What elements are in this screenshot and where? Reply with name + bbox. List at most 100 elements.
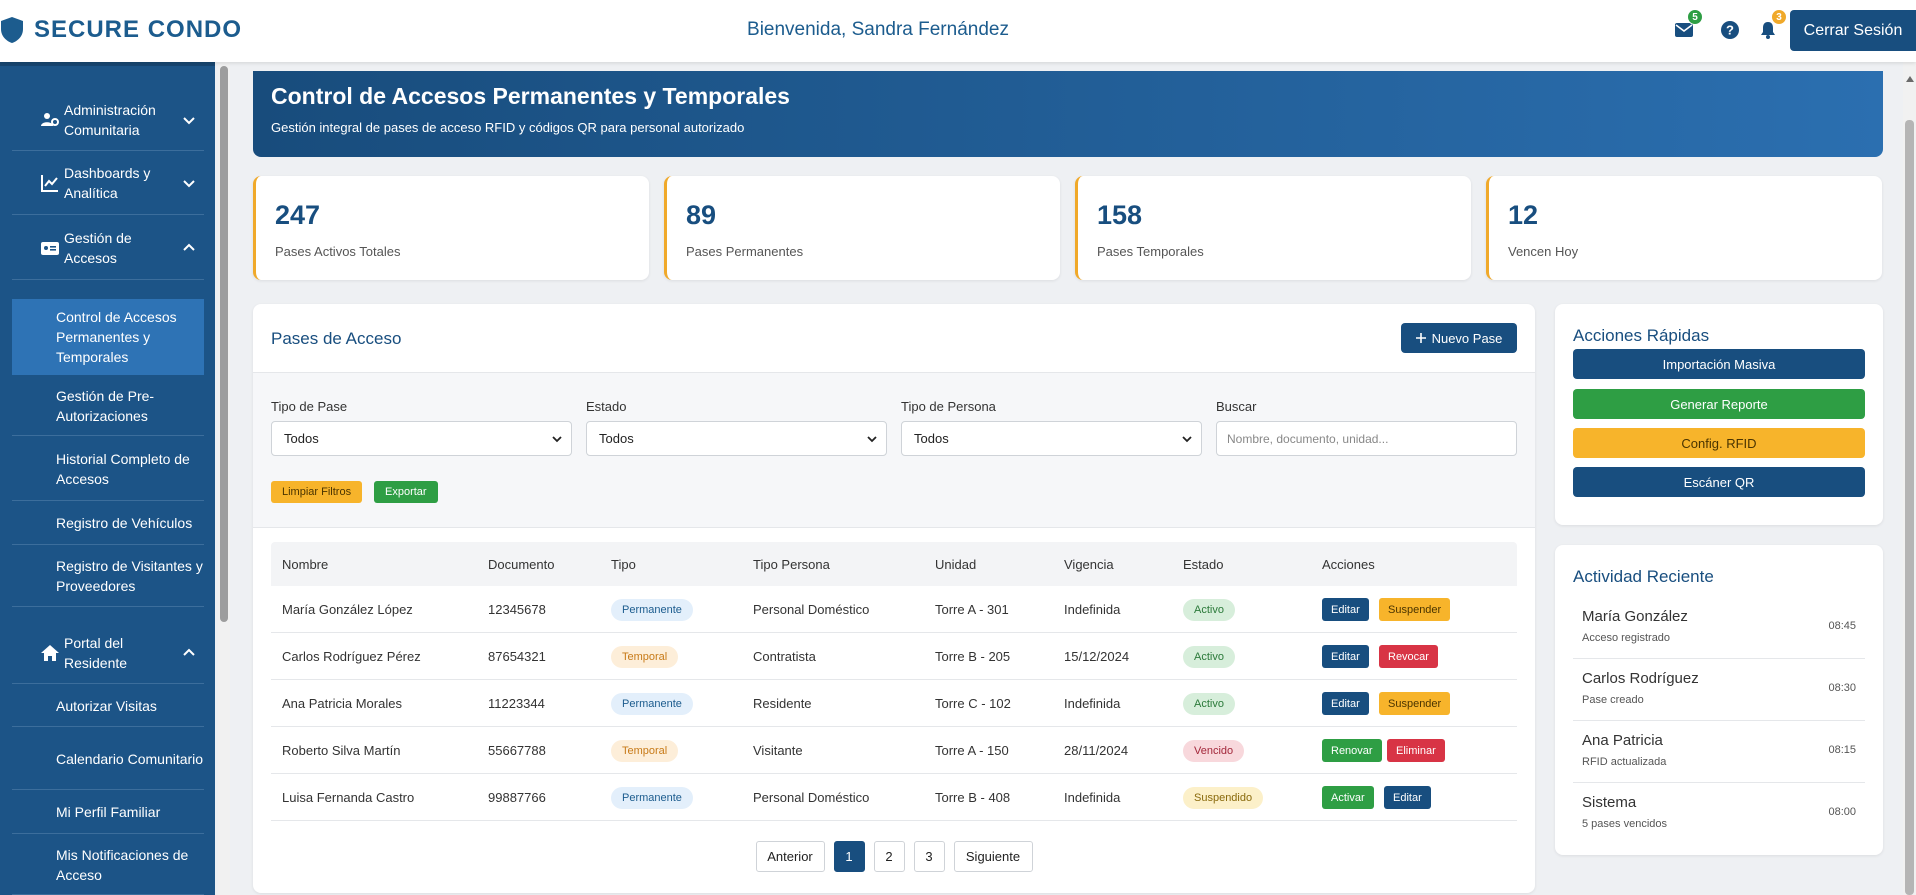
- messages-button[interactable]: 5: [1673, 9, 1703, 41]
- sidebar-scrollbar-thumb[interactable]: [220, 66, 228, 622]
- sidebar-subitem-label: Mis Notificaciones de Acceso: [56, 846, 189, 883]
- activate-button[interactable]: Activar: [1322, 786, 1374, 809]
- sidebar-subitem-calendario[interactable]: Calendario Comunitario: [12, 728, 204, 790]
- table-row: María González López 12345678 Permanente…: [271, 586, 1517, 633]
- stat-card-active-total: 247 Pases Activos Totales: [253, 176, 649, 280]
- stat-value: 158: [1097, 200, 1143, 230]
- cell-person-type: Visitante: [753, 743, 803, 758]
- brand-logo[interactable]: SECURE CONDO: [0, 15, 242, 45]
- logout-button[interactable]: Cerrar Sesión: [1790, 10, 1916, 51]
- suspend-button[interactable]: Suspender: [1379, 692, 1451, 715]
- renew-button[interactable]: Renovar: [1322, 739, 1382, 762]
- rfid-config-button[interactable]: Config. RFID: [1573, 428, 1865, 458]
- page-button-1[interactable]: 1: [833, 841, 865, 872]
- column-header: Vigencia: [1064, 557, 1114, 572]
- sidebar-subitem-historial[interactable]: Historial Completo de Accesos: [12, 437, 204, 501]
- edit-button[interactable]: Editar: [1322, 645, 1369, 668]
- table-row: Carlos Rodríguez Pérez 87654321 Temporal…: [271, 633, 1517, 680]
- filter-person-select[interactable]: Todos: [901, 421, 1202, 456]
- line-chart-icon: [41, 175, 58, 192]
- activity-desc: Acceso registrado: [1582, 632, 1671, 644]
- new-pass-button[interactable]: Nuevo Pase: [1401, 323, 1517, 353]
- activity-item[interactable]: Carlos Rodríguez Pase creado 08:30: [1573, 659, 1865, 721]
- cell-unit: Torre A - 301: [935, 602, 1009, 617]
- sidebar-item-label: Administración Comunitaria: [64, 102, 156, 138]
- passes-table: Nombre Documento Tipo Tipo Persona Unida…: [271, 542, 1517, 821]
- clear-filters-button[interactable]: Limpiar Filtros: [271, 481, 363, 503]
- plus-icon: [1415, 333, 1426, 343]
- edit-button[interactable]: Editar: [1322, 598, 1369, 621]
- column-header: Nombre: [282, 557, 329, 572]
- sidebar-subitem-notificaciones[interactable]: Mis Notificaciones de Acceso: [12, 835, 204, 895]
- edit-button[interactable]: Editar: [1384, 786, 1431, 809]
- bell-icon: [1761, 22, 1775, 39]
- sidebar-subitem-autorizar-visitas[interactable]: Autorizar Visitas: [12, 685, 204, 727]
- export-button[interactable]: Exportar: [374, 481, 438, 503]
- search-input[interactable]: Nombre, documento, unidad...: [1216, 421, 1517, 456]
- cell-document: 11223344: [488, 696, 545, 711]
- notifications-button[interactable]: 3: [1757, 9, 1787, 41]
- scroll-up-arrow-icon[interactable]: [1906, 76, 1914, 82]
- cell-unit: Torre C - 102: [935, 696, 1011, 711]
- filter-type-select[interactable]: Todos: [271, 421, 572, 456]
- qr-scanner-button[interactable]: Escáner QR: [1573, 467, 1865, 497]
- sidebar-item-gestion-accesos[interactable]: Gestión de Accesos: [12, 216, 204, 280]
- activity-item[interactable]: Sistema 5 pases vencidos 08:00: [1573, 783, 1865, 845]
- edit-button[interactable]: Editar: [1322, 692, 1369, 715]
- sidebar-subitem-pre-autorizaciones[interactable]: Gestión de Pre-Autorizaciones: [12, 376, 204, 436]
- table-row: Luisa Fernanda Castro 99887766 Permanent…: [271, 774, 1517, 821]
- cell-document: 87654321: [488, 649, 546, 664]
- filters-panel: Tipo de Pase Todos Estado Todos Tipo de …: [253, 372, 1535, 528]
- sidebar-subitem-perfil-familiar[interactable]: Mi Perfil Familiar: [12, 791, 204, 834]
- mass-import-button[interactable]: Importación Masiva: [1573, 349, 1865, 379]
- sidebar-scrollbar[interactable]: [218, 62, 230, 895]
- type-badge: Temporal: [611, 646, 679, 668]
- stat-card-temporary: 158 Pases Temporales: [1075, 176, 1471, 280]
- type-badge: Permanente: [611, 599, 693, 621]
- sidebar-item-dashboards[interactable]: Dashboards y Analítica: [12, 152, 204, 215]
- status-badge: Vencido: [1183, 740, 1245, 762]
- messages-badge: 5: [1687, 9, 1703, 25]
- activity-item[interactable]: María González Acceso registrado 08:45: [1573, 597, 1865, 659]
- sidebar-subitem-label: Gestión de Pre-Autorizaciones: [56, 387, 155, 424]
- page-subtitle: Gestión integral de pases de acceso RFID…: [271, 120, 745, 135]
- delete-button[interactable]: Eliminar: [1387, 739, 1445, 762]
- sidebar-item-administracion[interactable]: Administración Comunitaria: [12, 90, 204, 151]
- id-card-icon: [41, 241, 59, 255]
- activity-item[interactable]: Ana Patricia RFID actualizada 08:15: [1573, 721, 1865, 783]
- revoke-button[interactable]: Revocar: [1379, 645, 1438, 668]
- next-page-button[interactable]: Siguiente: [953, 841, 1033, 872]
- sidebar-subitem-vehiculos[interactable]: Registro de Vehículos: [12, 502, 204, 545]
- suspend-button[interactable]: Suspender: [1379, 598, 1451, 621]
- filter-status-select[interactable]: Todos: [586, 421, 887, 456]
- chevron-down-icon: [183, 117, 195, 125]
- column-header: Tipo Persona: [753, 557, 830, 572]
- stat-value: 12: [1508, 200, 1539, 230]
- filter-search-label: Buscar: [1216, 399, 1257, 414]
- main-scrollbar-thumb[interactable]: [1905, 120, 1914, 895]
- cell-validity: Indefinida: [1064, 790, 1121, 805]
- status-badge: Suspendido: [1183, 787, 1264, 809]
- activity-name: Ana Patricia: [1582, 732, 1663, 749]
- prev-page-button[interactable]: Anterior: [755, 841, 825, 872]
- svg-text:?: ?: [1726, 23, 1734, 38]
- status-badge: Activo: [1183, 646, 1235, 668]
- help-button[interactable]: ?: [1719, 19, 1741, 41]
- column-header: Acciones: [1322, 557, 1375, 572]
- sidebar-item-portal-residente[interactable]: Portal del Residente: [12, 622, 204, 684]
- chevron-down-icon: [552, 436, 562, 443]
- cell-person-type: Contratista: [753, 649, 816, 664]
- column-header: Unidad: [935, 557, 977, 572]
- status-badge: Activo: [1183, 693, 1235, 715]
- sidebar-subitem-visitantes[interactable]: Registro de Visitantes y Proveedores: [12, 546, 204, 607]
- passes-card: Pases de Acceso Nuevo Pase Tipo de Pase …: [253, 304, 1535, 893]
- cell-name: Luisa Fernanda Castro: [282, 790, 415, 805]
- page-button-2[interactable]: 2: [873, 841, 905, 872]
- cell-name: María González López: [282, 602, 413, 617]
- main-scrollbar[interactable]: [1903, 62, 1916, 895]
- sidebar-subitem-control-accesos[interactable]: Control de Accesos Permanentes y Tempora…: [12, 299, 204, 375]
- page-button-3[interactable]: 3: [913, 841, 945, 872]
- stat-label: Vencen Hoy: [1508, 244, 1579, 259]
- type-badge: Permanente: [611, 693, 693, 715]
- generate-report-button[interactable]: Generar Reporte: [1573, 389, 1865, 419]
